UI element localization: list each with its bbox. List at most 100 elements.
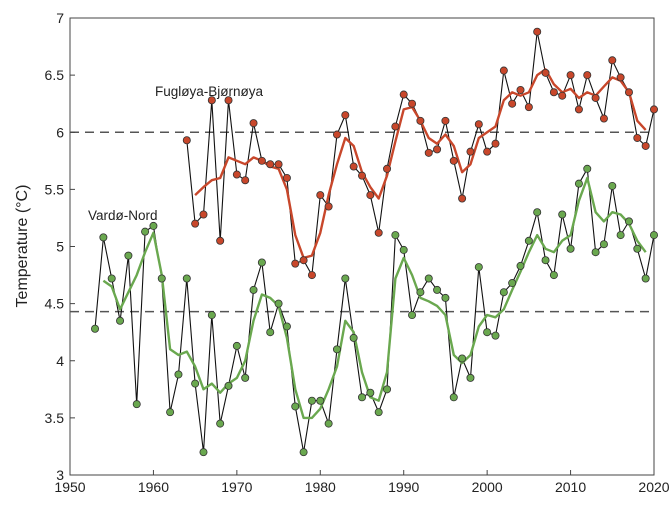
data-point-vardo-nord xyxy=(466,373,475,382)
x-tick-label: 2020 xyxy=(638,479,669,495)
data-point-vardo-nord xyxy=(641,274,650,283)
data-point-fugloya-bjornoya xyxy=(508,99,517,108)
data-point-vardo-nord xyxy=(224,381,233,390)
y-tick-label: 4.5 xyxy=(45,296,65,312)
data-point-vardo-nord xyxy=(149,221,158,230)
data-point-vardo-nord xyxy=(383,385,392,394)
data-point-fugloya-bjornoya xyxy=(524,103,533,112)
data-point-fugloya-bjornoya xyxy=(408,99,417,108)
data-point-vardo-nord xyxy=(650,231,659,240)
data-point-vardo-nord xyxy=(274,299,283,308)
data-point-fugloya-bjornoya xyxy=(449,156,458,165)
data-point-fugloya-bjornoya xyxy=(216,236,225,245)
x-tick-label: 1970 xyxy=(221,479,252,495)
y-axis: 3 3.5 4 4.5 5 5.5 6 6.5 7 xyxy=(45,10,75,483)
data-point-vardo-nord xyxy=(357,393,366,402)
data-point-vardo-nord xyxy=(341,274,350,283)
data-point-fugloya-bjornoya xyxy=(491,139,500,148)
data-point-vardo-nord xyxy=(291,402,300,411)
data-point-vardo-nord xyxy=(591,248,600,257)
data-point-fugloya-bjornoya xyxy=(624,88,633,97)
data-point-fugloya-bjornoya xyxy=(466,147,475,156)
data-point-fugloya-bjornoya xyxy=(633,133,642,142)
data-point-vardo-nord xyxy=(349,333,358,342)
data-point-vardo-nord xyxy=(583,164,592,173)
data-point-vardo-nord xyxy=(366,388,375,397)
data-point-vardo-nord xyxy=(191,379,200,388)
y-tick-label: 7 xyxy=(56,10,64,26)
data-point-fugloya-bjornoya xyxy=(241,176,250,185)
x-axis: 1950 1960 1970 1980 1990 2000 2010 2020 xyxy=(54,470,669,495)
data-point-vardo-nord xyxy=(599,240,608,249)
data-point-vardo-nord xyxy=(132,400,141,409)
data-point-vardo-nord xyxy=(474,263,483,272)
data-point-fugloya-bjornoya xyxy=(583,71,592,80)
data-point-fugloya-bjornoya xyxy=(266,160,275,169)
data-point-fugloya-bjornoya xyxy=(207,96,216,105)
x-tick-label: 1980 xyxy=(305,479,336,495)
data-point-vardo-nord xyxy=(332,345,341,354)
data-point-fugloya-bjornoya xyxy=(232,170,241,179)
x-tick-label: 1960 xyxy=(138,479,169,495)
data-point-vardo-nord xyxy=(391,231,400,240)
data-point-vardo-nord xyxy=(566,244,575,253)
data-point-fugloya-bjornoya xyxy=(357,171,366,180)
data-point-vardo-nord xyxy=(608,181,617,190)
data-point-fugloya-bjornoya xyxy=(499,66,508,75)
data-point-vardo-nord xyxy=(624,217,633,226)
data-point-vardo-nord xyxy=(299,448,308,457)
data-point-vardo-nord xyxy=(249,285,258,294)
data-point-fugloya-bjornoya xyxy=(641,141,650,150)
data-point-fugloya-bjornoya xyxy=(391,122,400,131)
data-point-vardo-nord xyxy=(374,408,383,417)
data-point-vardo-nord xyxy=(124,251,133,260)
data-point-vardo-nord xyxy=(541,256,550,265)
series-fugloya-bjornoya xyxy=(182,27,659,280)
data-point-vardo-nord xyxy=(166,408,175,417)
data-point-fugloya-bjornoya xyxy=(399,90,408,99)
data-point-vardo-nord xyxy=(558,210,567,219)
data-point-vardo-nord xyxy=(257,258,266,267)
data-point-fugloya-bjornoya xyxy=(349,162,358,171)
data-point-fugloya-bjornoya xyxy=(291,259,300,268)
data-point-fugloya-bjornoya xyxy=(483,147,492,156)
data-point-vardo-nord xyxy=(441,293,450,302)
smoothed-line-vardo-nord xyxy=(102,176,647,420)
y-tick-label: 6.5 xyxy=(45,67,65,83)
data-point-vardo-nord xyxy=(416,288,425,297)
data-point-fugloya-bjornoya xyxy=(324,202,333,211)
data-point-fugloya-bjornoya xyxy=(558,91,567,100)
data-point-vardo-nord xyxy=(157,274,166,283)
data-point-vardo-nord xyxy=(533,208,542,217)
data-point-vardo-nord xyxy=(99,233,108,242)
data-point-vardo-nord xyxy=(182,274,191,283)
data-point-vardo-nord xyxy=(232,341,241,350)
series-vardo-nord xyxy=(91,164,659,457)
data-point-vardo-nord xyxy=(616,231,625,240)
data-point-fugloya-bjornoya xyxy=(341,111,350,120)
data-point-fugloya-bjornoya xyxy=(566,71,575,80)
data-point-fugloya-bjornoya xyxy=(316,191,325,200)
data-point-vardo-nord xyxy=(508,279,517,288)
data-point-vardo-nord xyxy=(483,328,492,337)
data-point-fugloya-bjornoya xyxy=(307,271,316,280)
data-point-fugloya-bjornoya xyxy=(650,105,659,114)
data-point-fugloya-bjornoya xyxy=(299,256,308,265)
reference-lines xyxy=(70,131,654,313)
data-point-fugloya-bjornoya xyxy=(366,191,375,200)
data-point-fugloya-bjornoya xyxy=(541,68,550,77)
y-tick-label: 6 xyxy=(56,124,64,140)
y-tick-label: 5.5 xyxy=(45,181,65,197)
x-tick-label: 2010 xyxy=(555,479,586,495)
data-point-vardo-nord xyxy=(433,285,442,294)
data-point-vardo-nord xyxy=(266,328,275,337)
y-tick-label: 5 xyxy=(56,239,64,255)
data-point-fugloya-bjornoya xyxy=(274,160,283,169)
data-point-fugloya-bjornoya xyxy=(474,120,483,129)
data-point-fugloya-bjornoya xyxy=(441,116,450,125)
data-point-vardo-nord xyxy=(216,419,225,428)
data-point-vardo-nord xyxy=(491,331,500,340)
data-point-vardo-nord xyxy=(408,311,417,320)
data-point-fugloya-bjornoya xyxy=(458,194,467,203)
